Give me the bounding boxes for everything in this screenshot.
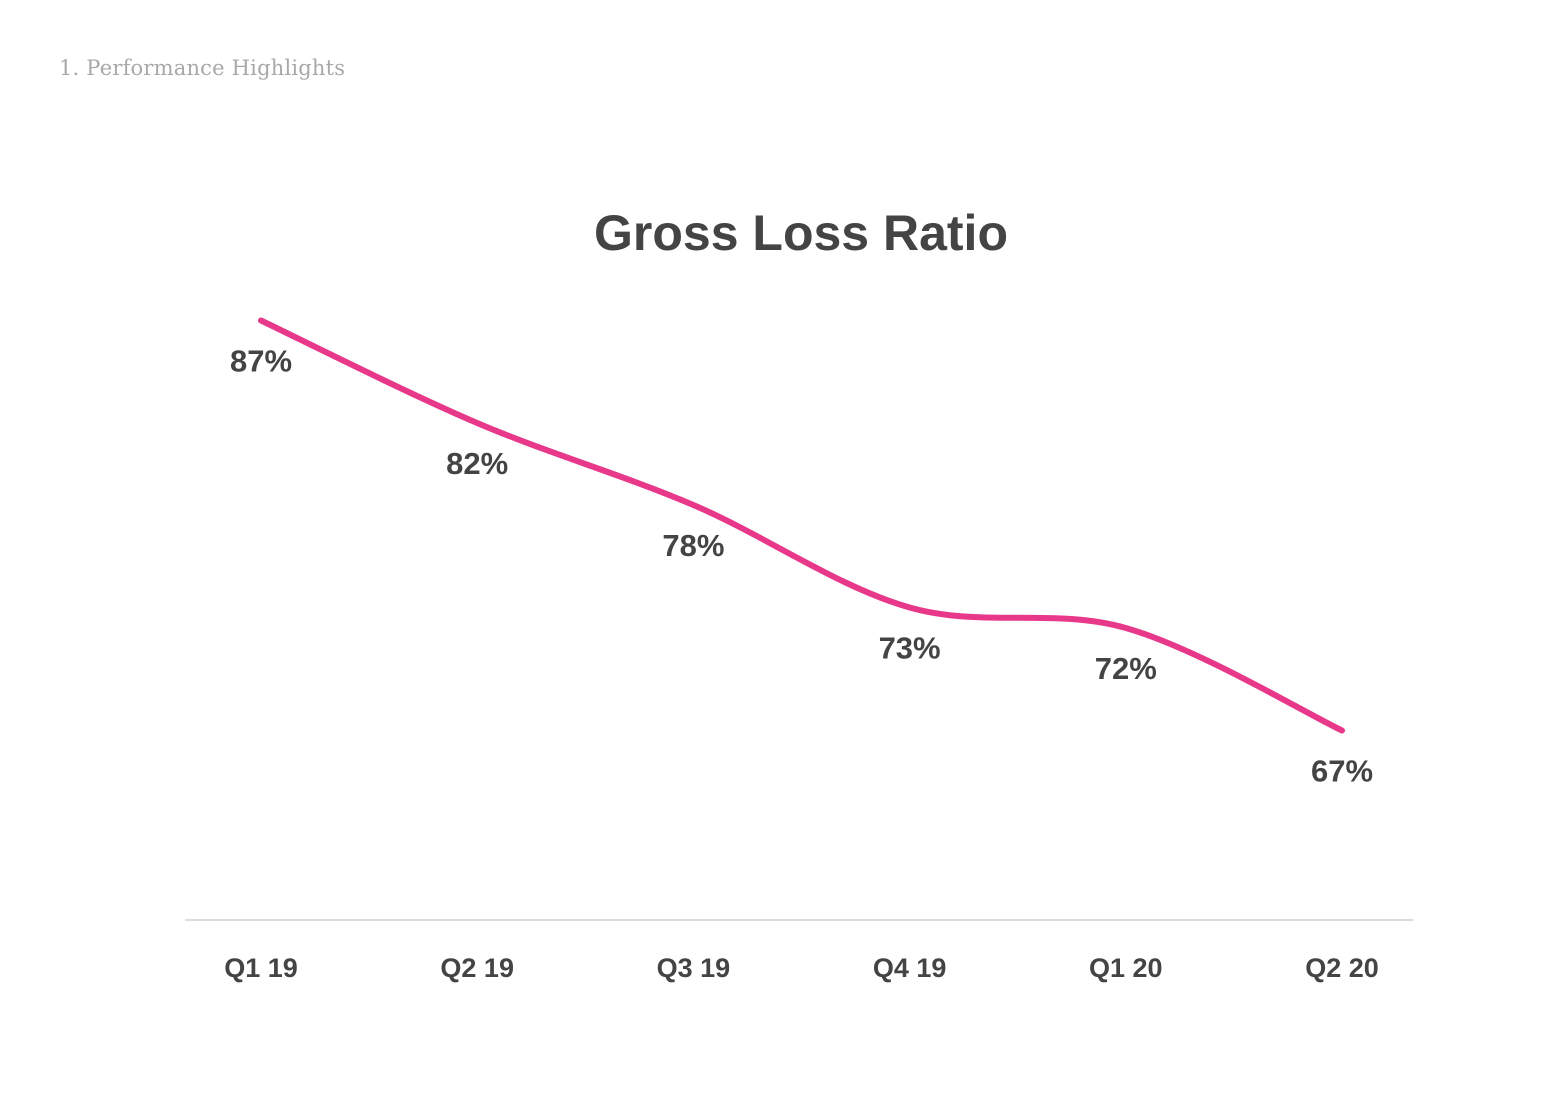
- x-tick-label-5: Q1 20: [1089, 953, 1163, 983]
- data-label-3: 78%: [662, 528, 724, 563]
- data-label-2: 82%: [446, 446, 508, 481]
- chart-title: Gross Loss Ratio: [594, 205, 1008, 261]
- x-tick-label-1: Q1 19: [224, 953, 298, 983]
- x-tick-label-3: Q3 19: [657, 953, 731, 983]
- data-label-1: 87%: [230, 344, 292, 379]
- data-labels: 87% 82% 78% 73% 72% 67%: [230, 344, 1373, 789]
- data-label-5: 72%: [1095, 651, 1157, 686]
- series-line-gross-loss-ratio: [258, 317, 1345, 734]
- data-label-6: 67%: [1311, 754, 1373, 789]
- series-layer: [258, 317, 1345, 734]
- data-label-4: 73%: [879, 631, 941, 666]
- x-tick-label-2: Q2 19: [440, 953, 514, 983]
- x-tick-label-6: Q2 20: [1305, 953, 1379, 983]
- x-tick-label-4: Q4 19: [873, 953, 947, 983]
- x-tick-labels: Q1 19 Q2 19 Q3 19 Q4 19 Q1 20 Q2 20: [224, 953, 1379, 983]
- section-label: 1. Performance Highlights: [59, 56, 346, 80]
